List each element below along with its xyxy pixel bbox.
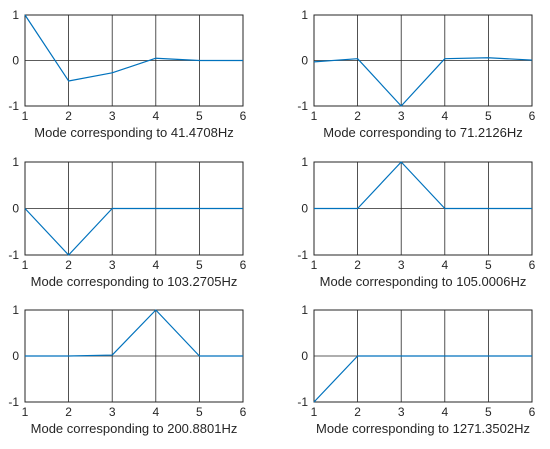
x-tick-label: 5: [485, 109, 492, 123]
x-axis-label: Mode corresponding to 71.2126Hz: [323, 125, 522, 140]
y-tick-label: -1: [8, 395, 19, 409]
y-tick-label: 1: [301, 303, 308, 317]
subplot-2: 1 2 3 4 5 6 -1 0 1 Mode corresponding to 71.2126H…: [297, 8, 535, 140]
x-tick-label: 2: [354, 109, 361, 123]
x-tick-label: 3: [398, 405, 405, 419]
y-tick-label: 0: [301, 202, 308, 216]
x-tick-label: 4: [152, 405, 159, 419]
y-tick-label: 1: [12, 155, 19, 169]
x-tick-label: 6: [529, 405, 536, 419]
x-tick-label: 5: [196, 109, 203, 123]
y-tick-label: 1: [12, 303, 19, 317]
y-tick-label: 0: [12, 202, 19, 216]
x-tick-label: 5: [485, 405, 492, 419]
mode-shape-line: [24, 207, 243, 256]
x-tick-label: 5: [196, 258, 203, 272]
mode-shape-line: [24, 14, 243, 82]
x-tick-label: 6: [240, 109, 247, 123]
x-tick-label: 6: [240, 258, 247, 272]
y-tick-label: -1: [8, 99, 19, 113]
x-axis-label: Mode corresponding to 41.4708Hz: [34, 125, 233, 140]
mode-shape-line: [314, 161, 532, 210]
y-tick-label: 1: [301, 8, 308, 22]
x-tick-label: 2: [65, 405, 72, 419]
x-tick-label: 6: [529, 109, 536, 123]
x-tick-label: 6: [529, 258, 536, 272]
x-tick-label: 1: [311, 258, 318, 272]
y-tick-label: -1: [8, 248, 19, 262]
x-axis-label: Mode corresponding to 105.0006Hz: [320, 274, 527, 289]
x-axis-label: Mode corresponding to 103.2705Hz: [31, 274, 238, 289]
y-tick-label: 0: [12, 349, 19, 363]
x-tick-label: 2: [354, 258, 361, 272]
mode-shape-line: [25, 309, 243, 357]
x-tick-label: 4: [152, 109, 159, 123]
subplot-1: 1 2 3 4 5 6 -1 0 1 Mode corresponding to 41.4708H…: [8, 8, 246, 140]
x-tick-label: 4: [152, 258, 159, 272]
y-tick-label: 1: [12, 8, 19, 22]
x-tick-label: 3: [398, 109, 405, 123]
subplot-6: 1 2 3 4 5 6 -1 0 1 Mode corresponding to 1271.350…: [297, 303, 535, 436]
x-tick-label: 1: [22, 258, 29, 272]
mode-shape-line: [313, 355, 532, 403]
y-tick-label: -1: [297, 248, 308, 262]
x-tick-label: 2: [354, 405, 361, 419]
x-tick-label: 6: [240, 405, 247, 419]
y-tick-label: -1: [297, 395, 308, 409]
x-tick-label: 3: [109, 258, 116, 272]
x-tick-label: 2: [65, 258, 72, 272]
x-tick-label: 1: [311, 405, 318, 419]
x-axis-label: Mode corresponding to 200.8801Hz: [31, 421, 238, 436]
x-tick-label: 5: [485, 258, 492, 272]
x-tick-label: 4: [441, 405, 448, 419]
mode-shape-line: [313, 57, 533, 107]
x-tick-label: 3: [109, 405, 116, 419]
y-tick-label: 0: [301, 54, 308, 68]
x-tick-label: 3: [109, 109, 116, 123]
x-tick-label: 5: [196, 405, 203, 419]
x-axis-label: Mode corresponding to 1271.3502Hz: [316, 421, 530, 436]
x-tick-label: 4: [441, 109, 448, 123]
y-tick-label: 0: [301, 349, 308, 363]
x-tick-label: 1: [311, 109, 318, 123]
x-tick-label: 3: [398, 258, 405, 272]
x-tick-label: 1: [22, 405, 29, 419]
y-tick-label: 1: [301, 155, 308, 169]
x-tick-label: 1: [22, 109, 29, 123]
y-tick-label: -1: [297, 99, 308, 113]
axes-frame: [313, 14, 533, 107]
x-tick-label: 2: [65, 109, 72, 123]
x-tick-label: 4: [441, 258, 448, 272]
y-tick-label: 0: [12, 54, 19, 68]
